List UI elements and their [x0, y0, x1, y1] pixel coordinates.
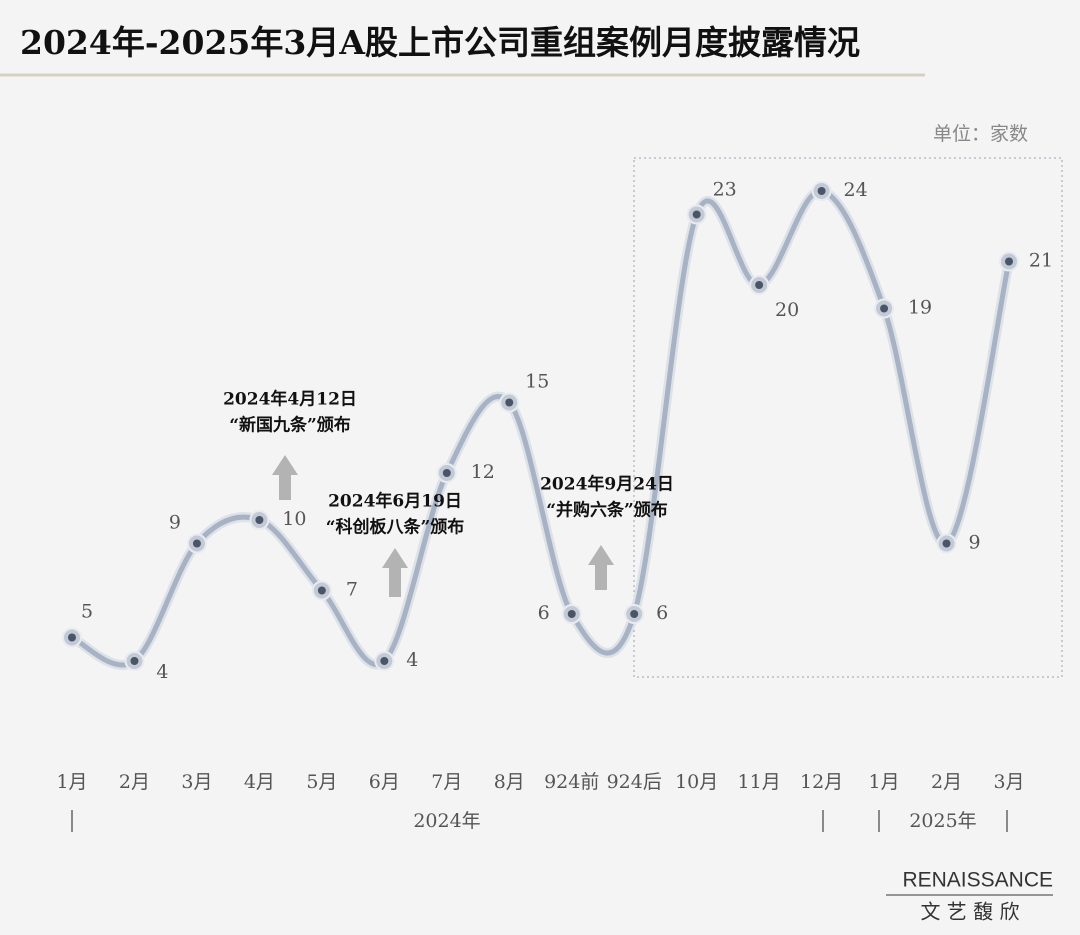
value-label: 9	[968, 532, 980, 554]
x-tick-label: 10月	[675, 771, 718, 793]
x-tick-label: 1月	[56, 771, 87, 793]
x-tick-label: 3月	[181, 771, 212, 793]
value-label: 19	[908, 297, 932, 319]
point-core	[942, 539, 951, 548]
value-label: 15	[525, 371, 549, 393]
x-tick-label: 7月	[431, 771, 462, 793]
value-label: 23	[713, 179, 737, 201]
value-label: 21	[1029, 250, 1053, 272]
x-tick-label: 1月	[869, 771, 900, 793]
x-tick-label: 2月	[931, 771, 962, 793]
annotation: “科创板八条”颁布	[326, 517, 465, 538]
x-tick-label: 3月	[993, 771, 1024, 793]
x-tick-label: 5月	[306, 771, 337, 793]
value-label: 4	[406, 649, 418, 671]
point-core	[630, 610, 639, 618]
arrows	[272, 455, 614, 597]
annotation: “新国九条”颁布	[229, 415, 351, 436]
annotation: 2024年4月12日	[223, 389, 357, 410]
value-label: 24	[844, 179, 868, 201]
value-label: 7	[346, 579, 358, 601]
logo-text: RENAISSANCE	[902, 869, 1053, 892]
point-core	[130, 657, 139, 665]
x-tick-label: 11月	[738, 771, 781, 793]
value-label: 6	[538, 602, 550, 624]
value-label: 20	[775, 299, 799, 321]
x-tick-label: 6月	[369, 771, 400, 793]
annotation: “并购六条”颁布	[546, 500, 668, 521]
x-tick-label: 12月	[800, 771, 843, 793]
point-core	[1005, 257, 1013, 266]
x-tick-label: 8月	[494, 771, 525, 793]
point-core	[68, 633, 76, 642]
point-core	[380, 657, 389, 665]
line	[69, 188, 1012, 668]
point-core	[567, 610, 576, 618]
value-label: 6	[656, 602, 668, 624]
group-separators	[71, 810, 1008, 832]
group-label: 2024年	[413, 810, 480, 832]
annotation: 2024年6月19日	[328, 491, 462, 512]
point-core	[255, 516, 264, 524]
chart-title: 2024年-2025年3月A股上市公司重组案例月度披露情况	[20, 23, 860, 62]
point-core	[755, 281, 764, 289]
value-label: 5	[81, 601, 93, 623]
point-core	[442, 469, 451, 477]
x-tick-label: 2月	[119, 771, 150, 793]
value-label: 9	[169, 512, 181, 534]
value-label: 4	[156, 661, 168, 683]
highlight-box	[633, 157, 1063, 678]
value-label: 12	[471, 461, 495, 483]
point-core	[317, 586, 326, 595]
x-tick-label: 924后	[607, 771, 662, 793]
point-core	[880, 304, 889, 313]
unit-label: 单位：家数	[933, 123, 1028, 145]
group-label: 2025年	[909, 810, 976, 832]
point-core	[692, 210, 701, 219]
point-core	[192, 539, 201, 548]
annotation: 2024年9月24日	[540, 474, 674, 495]
point-core	[505, 398, 514, 407]
x-tick-label: 924前	[544, 771, 599, 793]
point-core	[817, 187, 826, 195]
x-tick-label: 4月	[244, 771, 275, 793]
logo-sub: 文 艺 馥 欣	[920, 900, 1019, 924]
value-label: 10	[282, 508, 306, 530]
